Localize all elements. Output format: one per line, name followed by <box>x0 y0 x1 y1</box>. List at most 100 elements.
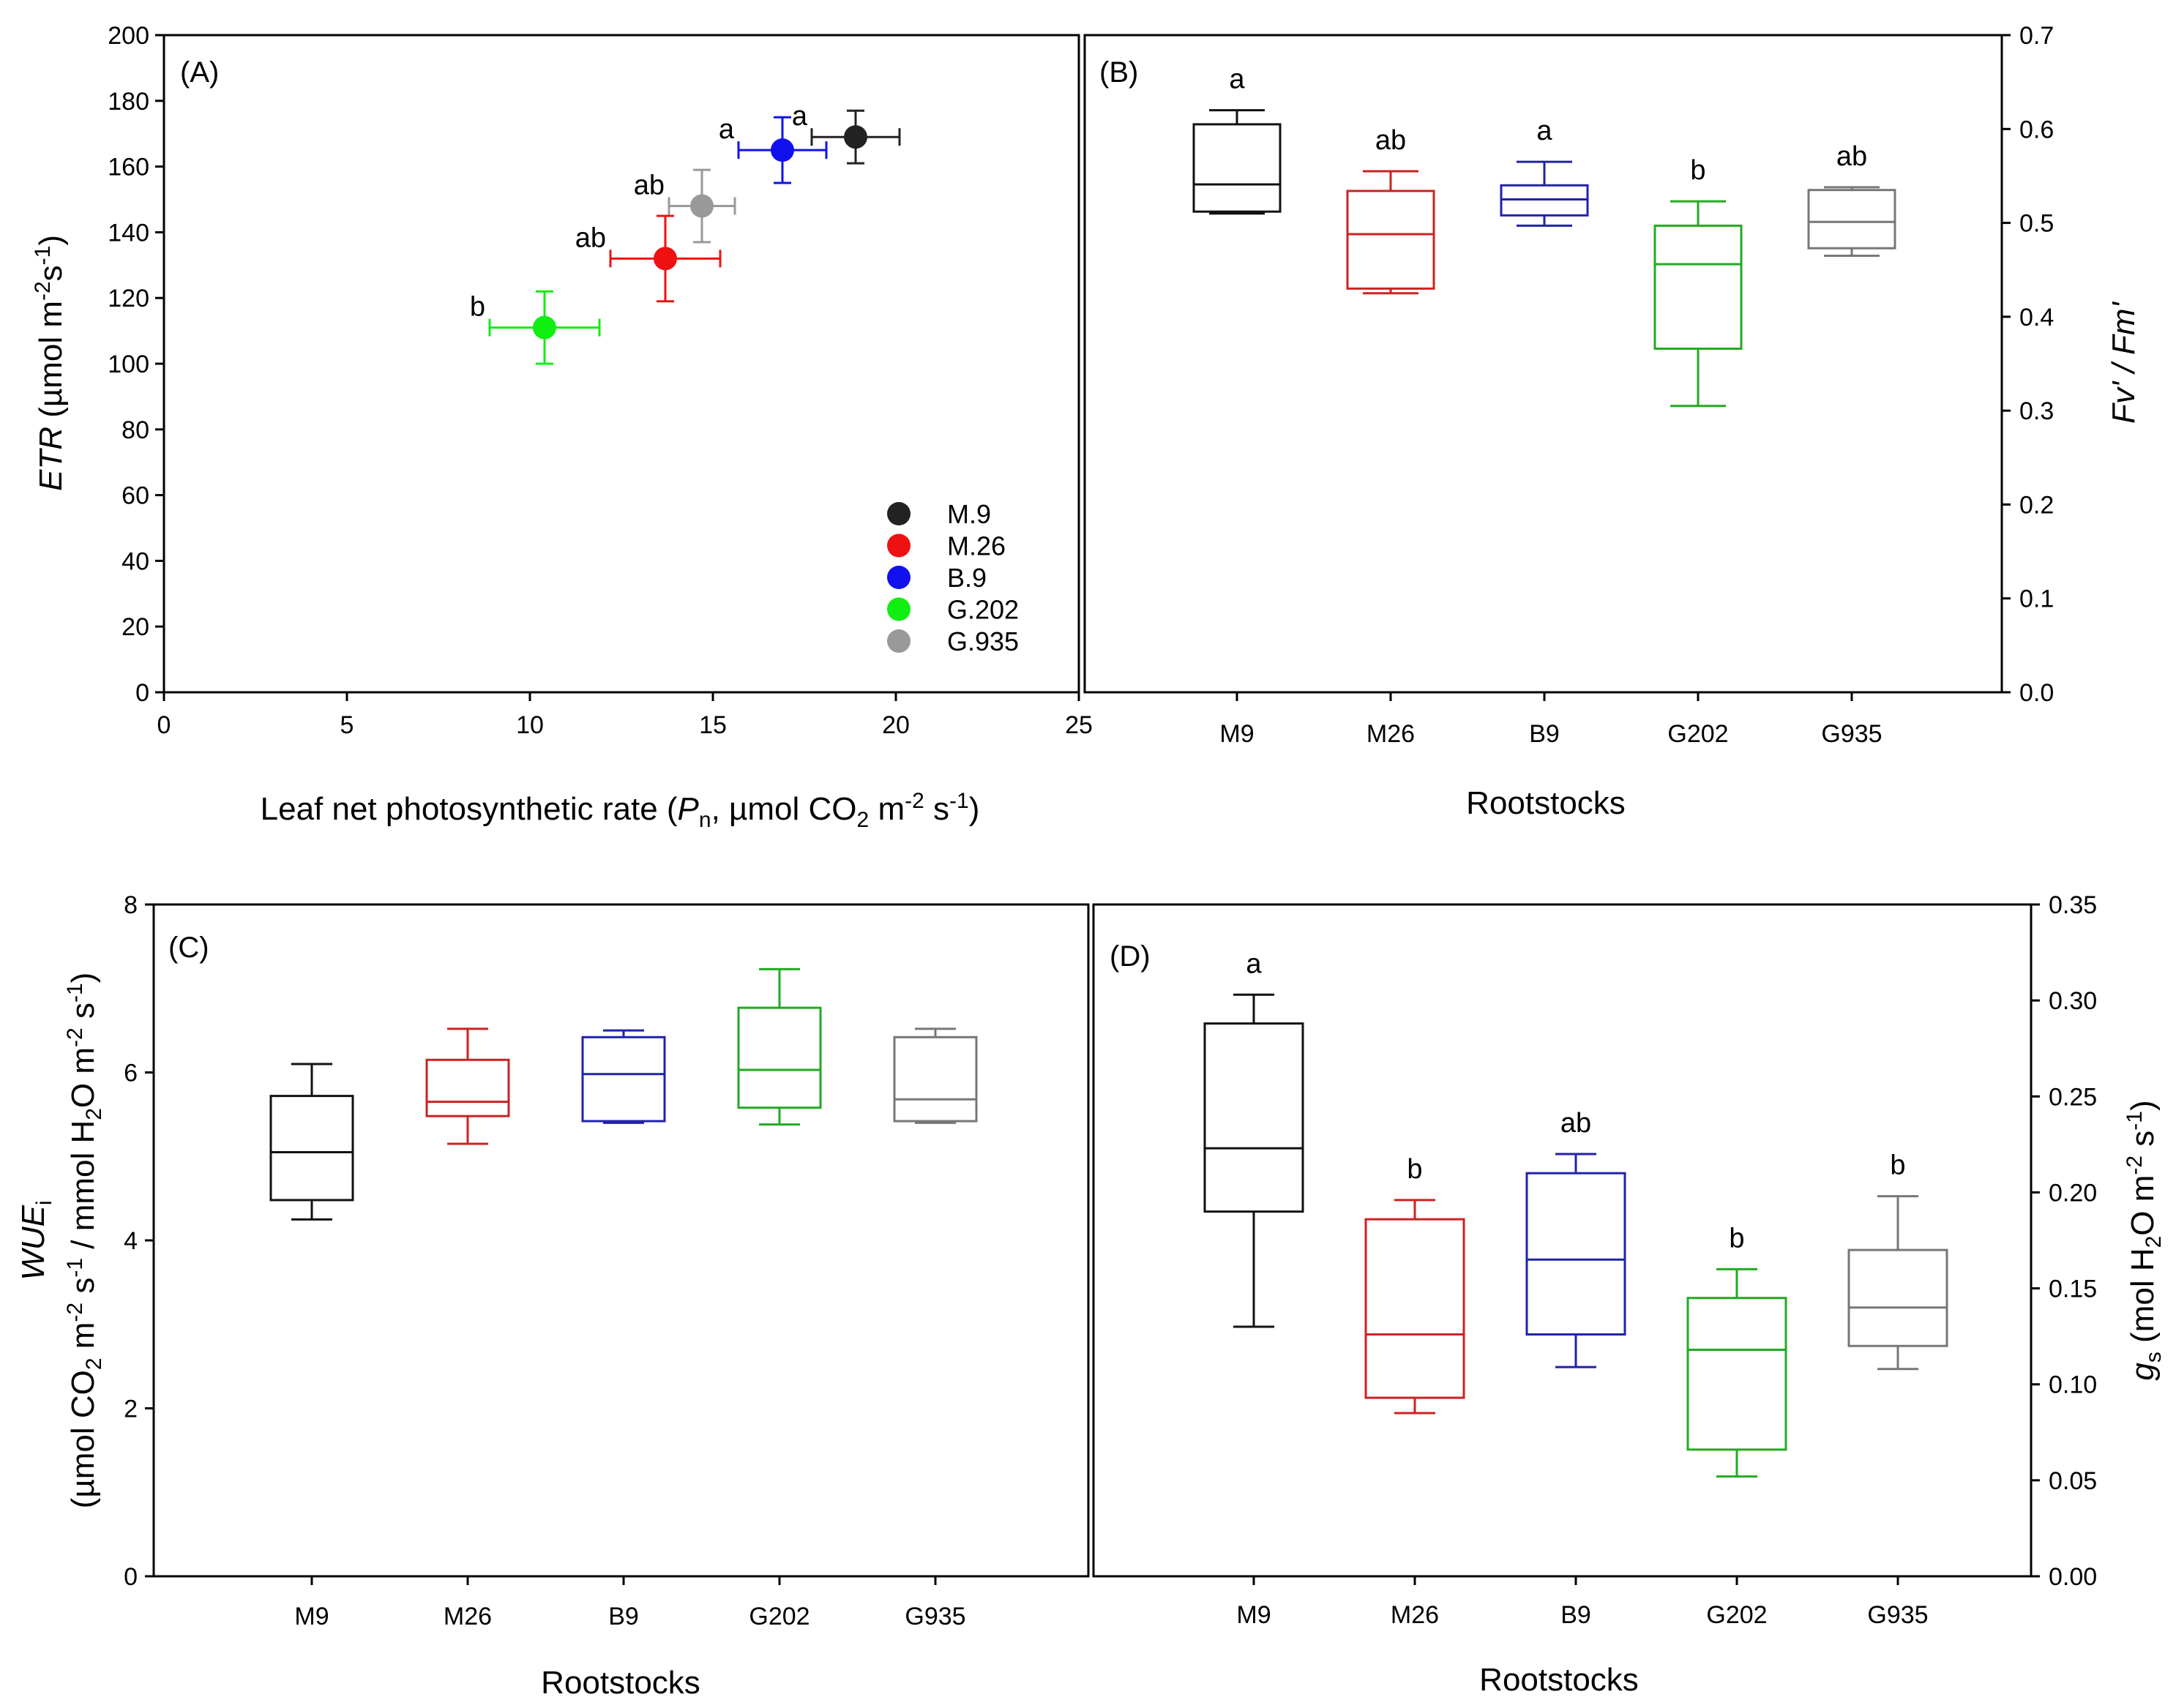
y-tick-label: 40 <box>121 547 149 575</box>
box-m9: M9 <box>269 1063 354 1630</box>
panel-a-x-axis-title: Leaf net photosynthetic rate (Pn, µmol C… <box>261 789 980 832</box>
iqr-box <box>581 1035 666 1123</box>
significance-letter: b <box>1407 1154 1422 1185</box>
panel-d-label: (D) <box>1110 940 1151 973</box>
iqr-box <box>269 1095 354 1202</box>
x-tick-label: M9 <box>294 1603 329 1630</box>
y-tick-label: 180 <box>108 88 149 116</box>
legend-marker <box>887 533 911 558</box>
x-tick-label: B9 <box>1529 720 1560 748</box>
y-tick-label: 0.0 <box>2019 679 2054 707</box>
box-m26: M26 b <box>1364 1154 1465 1629</box>
y-tick-label: 20 <box>121 613 149 641</box>
panel-b-ticks: 0.0 0.1 0.2 0.3 0.4 0.5 0.6 0.7 <box>2002 22 2054 707</box>
box-g202: G202 b <box>1653 155 1743 748</box>
panel-c-y-axis-title-line1: WUEi <box>15 1200 56 1280</box>
significance-letter: a <box>1246 948 1262 979</box>
point-marker <box>690 194 714 218</box>
y-tick-label: 140 <box>108 219 149 247</box>
legend-marker <box>887 502 911 525</box>
legend-label: M.26 <box>947 531 1006 561</box>
box-g935: G935 <box>893 1027 978 1630</box>
panel-b-x-axis-title: Rootstocks <box>1466 785 1626 821</box>
y-tick-label: 0.4 <box>2019 304 2054 332</box>
legend-marker <box>887 629 911 653</box>
box-m26: M26 <box>425 1027 510 1630</box>
point-marker <box>771 138 794 162</box>
box-b9: B9 ab <box>1525 1108 1626 1629</box>
y-tick-label: 0.5 <box>2019 210 2054 238</box>
point-marker <box>533 315 556 340</box>
box-m9: M9 a <box>1192 64 1282 748</box>
y-tick-label: 0.6 <box>2019 116 2054 143</box>
significance-letter: a <box>792 101 808 132</box>
x-tick-label: M9 <box>1219 720 1254 748</box>
x-tick-label: M9 <box>1236 1601 1271 1629</box>
iqr-box <box>1364 1218 1465 1399</box>
legend-label: M.9 <box>947 499 991 529</box>
significance-letter: ab <box>1560 1108 1591 1139</box>
legend-marker <box>887 566 911 589</box>
iqr-box <box>737 1006 822 1109</box>
legend-marker <box>887 597 911 621</box>
significance-letter: b <box>470 292 485 323</box>
data-point-b9: a <box>719 114 828 184</box>
panel-c-label: (C) <box>168 932 209 964</box>
y-tick-label: 0.30 <box>2049 987 2097 1015</box>
legend-label: B.9 <box>947 563 987 593</box>
y-tick-label: 60 <box>121 482 149 510</box>
significance-letter: ab <box>575 222 606 253</box>
box-b9: B9 <box>581 1029 666 1630</box>
x-tick-label: M26 <box>1391 1601 1439 1629</box>
data-point-g202: b <box>470 290 601 365</box>
y-tick-label: 160 <box>108 154 149 181</box>
x-tick-label: G202 <box>1667 720 1728 748</box>
panel-a-y-axis-title: ETR (µmol m-2s-1) <box>31 235 69 491</box>
y-tick-label: 0 <box>124 1563 138 1591</box>
significance-letter: ab <box>634 170 665 201</box>
y-tick-label: 0.35 <box>2049 891 2097 919</box>
y-tick-label: 100 <box>108 351 149 378</box>
y-tick-label: 80 <box>121 416 149 444</box>
panel-c-y-axis-title-line2: (µmol CO2 m-2 s-1 / mmol H2O m-2 s-1) <box>63 973 106 1509</box>
iqr-box <box>1525 1172 1626 1336</box>
box-g202: G202 <box>737 967 822 1630</box>
legend-label: G.935 <box>947 626 1019 656</box>
panel-c-ticks: 0 2 4 6 8 <box>124 891 154 1591</box>
iqr-box <box>425 1058 510 1117</box>
y-tick-label: 0.00 <box>2049 1563 2097 1591</box>
significance-letter: b <box>1690 155 1705 186</box>
x-tick-label: G202 <box>1706 1601 1767 1629</box>
iqr-box <box>1346 190 1435 290</box>
y-tick-label: 0.05 <box>2049 1467 2097 1495</box>
significance-letter: b <box>1729 1223 1744 1254</box>
significance-letter: b <box>1890 1150 1905 1181</box>
panel-b-boxes: M9 a M26 ab B9 a G202 b G935 ab <box>1192 64 1896 748</box>
y-tick-label: 0 <box>135 679 149 707</box>
legend-label: G.202 <box>947 595 1019 625</box>
x-tick-label: 5 <box>340 711 354 739</box>
x-tick-label: G935 <box>1821 720 1882 748</box>
panel-b-label: (B) <box>1099 56 1138 89</box>
significance-letter: a <box>719 114 735 145</box>
y-tick-label: 200 <box>108 22 149 50</box>
x-tick-label: B9 <box>608 1603 639 1630</box>
panel-a-ticks: 0 20 40 60 80 100 120 140 160 180 200 0 5 10 15 20 25 <box>108 22 1093 739</box>
point-marker <box>844 125 867 149</box>
x-tick-label: G935 <box>905 1603 965 1630</box>
x-tick-label: G202 <box>749 1603 810 1630</box>
y-tick-label: 0.3 <box>2019 397 2054 425</box>
x-tick-label: 10 <box>516 711 544 739</box>
panel-d-ticks: 0.00 0.05 0.10 0.15 0.20 0.25 0.30 0.35 <box>2031 891 2097 1591</box>
iqr-box <box>893 1035 978 1123</box>
y-tick-label: 0.2 <box>2019 491 2054 519</box>
iqr-box <box>1686 1297 1787 1451</box>
data-point-m26: ab <box>575 214 722 303</box>
x-tick-label: M26 <box>444 1603 492 1630</box>
x-tick-label: 0 <box>157 711 171 739</box>
significance-letter: a <box>1229 64 1245 95</box>
iqr-box <box>1192 123 1282 213</box>
x-tick-label: G935 <box>1867 1601 1928 1629</box>
